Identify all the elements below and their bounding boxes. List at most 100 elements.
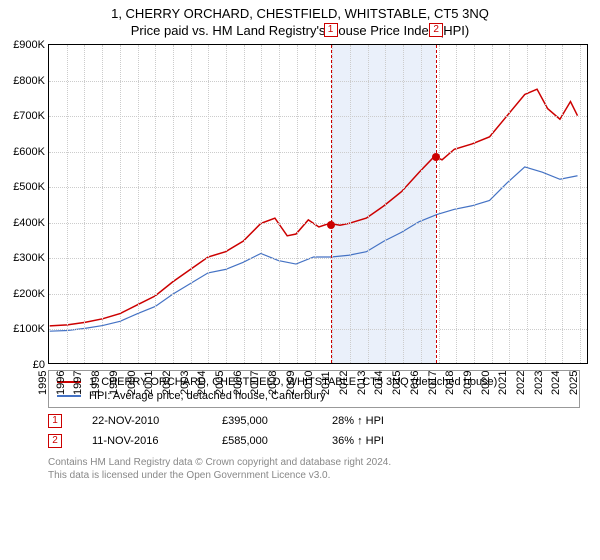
event-point <box>327 221 335 229</box>
sale-date: 22-NOV-2010 <box>92 415 192 427</box>
gridline-v <box>120 45 121 363</box>
chart-area: £0£100K£200K£300K£400K£500K£600K£700K£80… <box>48 44 590 364</box>
gridline-v <box>244 45 245 363</box>
gridline-v <box>155 45 156 363</box>
gridline-v <box>102 45 103 363</box>
gridline-v <box>403 45 404 363</box>
event-point <box>432 153 440 161</box>
line-svg <box>49 45 587 363</box>
x-axis-label: 2025 <box>568 371 580 395</box>
gridline-v <box>332 45 333 363</box>
gridline-v <box>580 45 581 363</box>
gridline-v <box>368 45 369 363</box>
x-axis-label: 2013 <box>355 371 367 395</box>
x-axis-label: 2010 <box>302 371 314 395</box>
x-axis-label: 1997 <box>72 371 84 395</box>
gridline-v <box>456 45 457 363</box>
x-axis-label: 2024 <box>550 371 562 395</box>
gridline-v <box>173 45 174 363</box>
y-axis-label: £100K <box>13 323 45 335</box>
event-line <box>331 45 332 363</box>
y-axis-label: £500K <box>13 181 45 193</box>
x-axis-label: 2000 <box>125 371 137 395</box>
sale-price: £585,000 <box>222 435 302 447</box>
gridline-h <box>49 223 587 224</box>
gridline-v <box>439 45 440 363</box>
gridline-v <box>492 45 493 363</box>
gridline-v <box>297 45 298 363</box>
x-axis-label: 2016 <box>409 371 421 395</box>
gridline-v <box>84 45 85 363</box>
gridline-v <box>350 45 351 363</box>
sale-price: £395,000 <box>222 415 302 427</box>
x-axis-label: 2004 <box>196 371 208 395</box>
x-axis-label: 2021 <box>497 371 509 395</box>
x-axis-label: 2009 <box>285 371 297 395</box>
event-line <box>436 45 437 363</box>
gridline-h <box>49 116 587 117</box>
gridline-v <box>226 45 227 363</box>
x-axis-label: 2012 <box>338 371 350 395</box>
gridline-v <box>315 45 316 363</box>
x-axis-label: 2008 <box>267 371 279 395</box>
x-axis-label: 1998 <box>90 371 102 395</box>
x-axis-label: 2015 <box>391 371 403 395</box>
x-axis-label: 2002 <box>161 371 173 395</box>
sale-diff: 28% ↑ HPI <box>332 415 384 427</box>
event-marker-box: 1 <box>324 23 338 37</box>
gridline-v <box>67 45 68 363</box>
legend-swatch-hpi <box>57 395 81 397</box>
gridline-v <box>421 45 422 363</box>
x-axis-label: 2005 <box>214 371 226 395</box>
x-axis-label: 2022 <box>515 371 527 395</box>
sale-row: 2 11-NOV-2016 £585,000 36% ↑ HPI <box>48 434 600 448</box>
y-axis-label: £300K <box>13 252 45 264</box>
footer: Contains HM Land Registry data © Crown c… <box>48 456 600 482</box>
gridline-v <box>279 45 280 363</box>
gridline-h <box>49 258 587 259</box>
x-axis-label: 2003 <box>178 371 190 395</box>
x-axis-label: 2014 <box>373 371 385 395</box>
x-axis-label: 2006 <box>232 371 244 395</box>
x-axis-label: 1999 <box>108 371 120 395</box>
gridline-v <box>545 45 546 363</box>
sale-row: 122-NOV-2010£395,00028% ↑ HPI <box>48 414 600 428</box>
x-axis-label: 2018 <box>444 371 456 395</box>
page-title: 1, CHERRY ORCHARD, CHESTFIELD, WHITSTABL… <box>0 0 600 21</box>
x-axis-label: 2001 <box>143 371 155 395</box>
sales-list: 122-NOV-2010£395,00028% ↑ HPI211-NOV-201… <box>0 414 600 448</box>
sale-date: 11-NOV-2016 <box>92 435 192 447</box>
gridline-h <box>49 81 587 82</box>
gridline-v <box>208 45 209 363</box>
gridline-v <box>474 45 475 363</box>
gridline-h <box>49 152 587 153</box>
x-axis-label: 2019 <box>462 371 474 395</box>
gridline-h <box>49 294 587 295</box>
x-axis-label: 2007 <box>249 371 261 395</box>
footer-line1: Contains HM Land Registry data © Crown c… <box>48 456 600 469</box>
gridline-v <box>527 45 528 363</box>
y-axis-label: £0 <box>33 359 45 371</box>
gridline-v <box>138 45 139 363</box>
gridline-v <box>191 45 192 363</box>
x-axis-label: 2017 <box>426 371 438 395</box>
gridline-v <box>385 45 386 363</box>
gridline-h <box>49 187 587 188</box>
y-axis-label: £200K <box>13 288 45 300</box>
x-axis-label: 1996 <box>54 371 66 395</box>
sale-diff: 36% ↑ HPI <box>332 435 384 447</box>
gridline-v <box>509 45 510 363</box>
gridline-v <box>562 45 563 363</box>
y-axis-label: £400K <box>13 217 45 229</box>
page-subtitle: Price paid vs. HM Land Registry's House … <box>0 21 600 44</box>
gridline-v <box>261 45 262 363</box>
sale-index-box: 2 <box>48 434 62 448</box>
y-axis-label: £700K <box>13 110 45 122</box>
y-axis-label: £900K <box>13 39 45 51</box>
y-axis-label: £600K <box>13 146 45 158</box>
x-axis-label: 2020 <box>479 371 491 395</box>
gridline-h <box>49 329 587 330</box>
event-marker-box: 2 <box>429 23 443 37</box>
x-axis-label: 2011 <box>320 371 332 395</box>
x-axis-label: 1995 <box>37 371 49 395</box>
